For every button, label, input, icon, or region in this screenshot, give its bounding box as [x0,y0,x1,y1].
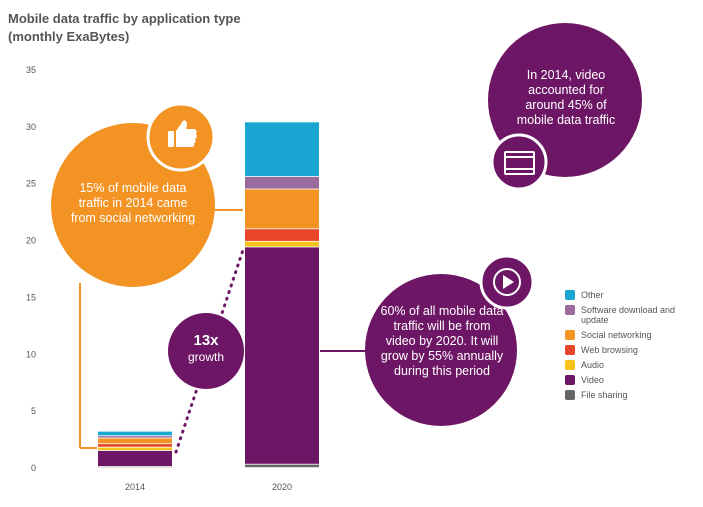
legend-item-software: Software download and update [565,305,701,325]
y-tick-label: 15 [26,292,36,302]
legend-item-filesharing: File sharing [565,390,701,400]
legend-swatch-filesharing [565,390,575,400]
y-tick-label: 20 [26,236,36,246]
video2020-callout-circle [365,274,517,426]
growth-value: 13x [193,332,219,349]
bar-segment-software-download-and-update-2020 [245,176,319,189]
y-tick-label: 0 [31,463,36,473]
y-tick-label: 10 [26,349,36,359]
legend-item-video: Video [565,375,701,385]
y-axis: 0 5 10 15 20 25 30 35 [26,65,36,473]
growth-callout-circle [168,313,244,389]
film-circle [490,133,548,191]
bar-segment-web-browsing-2020 [245,229,319,241]
chart-title-line2: (monthly ExaBytes) [8,29,130,44]
legend-item-audio: Audio [565,360,701,370]
legend-swatch-other [565,290,575,300]
bars-group [98,122,319,468]
legend-swatch-audio [565,360,575,370]
bar-segment-social-networking-2020 [245,189,319,229]
legend-swatch-software [565,305,575,315]
bar-segment-software-download-and-update-2014 [98,436,172,438]
legend-label-other: Other [581,290,604,300]
legend-label-audio: Audio [581,360,605,370]
legend-item-web: Web browsing [565,345,701,355]
y-tick-label: 5 [31,406,36,416]
film-icon [504,151,535,175]
thumbs-up-icon [168,120,197,147]
social-callout-text: 15% of mobile data traffic in 2014 came … [70,181,196,225]
bar-segment-audio-2014 [98,447,172,451]
bar-segment-audio-2020 [245,241,319,247]
x-axis-labels: 2014 2020 [125,482,292,492]
bar-segment-other-2014 [98,431,172,436]
video2020-callout-text: 60% of all mobile data traffic will be f… [380,304,504,378]
legend-swatch-video [565,375,575,385]
legend-label-software: Software download and update [581,305,676,325]
chart-title: Mobile data traffic by application type … [8,10,241,46]
x-tick-label-2020: 2020 [272,482,292,492]
legend-label-filesharing: File sharing [581,390,628,400]
legend-label-web: Web browsing [581,345,638,355]
y-tick-label: 30 [26,122,36,132]
legend-item-other: Other [565,290,701,300]
growth-label: growth [187,350,225,364]
video2014-callout-text: In 2014, video accounted for around 45% … [516,68,616,127]
chart-title-line1: Mobile data traffic by application type [8,11,241,26]
play-icon [493,268,521,296]
legend-label-video: Video [581,375,604,385]
legend-item-social: Social networking [565,330,701,340]
bar-segment-video-2020 [245,247,319,464]
x-tick-label-2014: 2014 [125,482,145,492]
bar-segment-file-sharing-2020 [245,464,319,468]
legend-swatch-web [565,345,575,355]
legend-label-social: Social networking [581,330,652,340]
growth-callout-text: 13x growth [172,332,240,364]
bar-segment-social-networking-2014 [98,438,172,444]
y-tick-label: 25 [26,179,36,189]
bar-segment-other-2020 [245,122,319,177]
legend: Other Software download and update Socia… [565,290,701,405]
bar-segment-web-browsing-2014 [98,444,172,447]
y-tick-label: 35 [26,65,36,75]
legend-swatch-social [565,330,575,340]
bar-segment-video-2014 [98,450,172,467]
